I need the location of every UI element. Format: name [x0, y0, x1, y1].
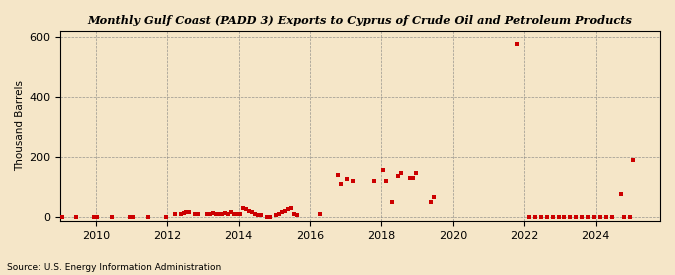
- Point: [381, 178, 392, 183]
- Point: [279, 208, 290, 213]
- Point: [128, 214, 138, 219]
- Point: [565, 214, 576, 219]
- Point: [240, 207, 251, 211]
- Point: [410, 171, 421, 175]
- Point: [252, 213, 263, 217]
- Point: [211, 212, 221, 216]
- Point: [244, 208, 254, 213]
- Point: [229, 211, 240, 216]
- Point: [529, 214, 540, 219]
- Point: [261, 214, 272, 219]
- Point: [193, 211, 204, 216]
- Point: [286, 205, 296, 210]
- Point: [577, 214, 588, 219]
- Point: [616, 192, 626, 196]
- Point: [282, 207, 293, 211]
- Point: [342, 177, 352, 181]
- Point: [220, 211, 231, 215]
- Point: [232, 211, 242, 216]
- Point: [217, 211, 227, 216]
- Point: [547, 214, 558, 219]
- Point: [589, 214, 599, 219]
- Point: [553, 214, 564, 219]
- Point: [246, 210, 257, 214]
- Point: [396, 171, 406, 175]
- Point: [202, 211, 213, 216]
- Point: [125, 214, 136, 219]
- Point: [256, 213, 267, 217]
- Point: [369, 178, 379, 183]
- Point: [512, 42, 522, 47]
- Point: [235, 211, 246, 216]
- Point: [571, 214, 582, 219]
- Point: [273, 211, 284, 216]
- Point: [250, 212, 261, 216]
- Point: [205, 211, 216, 216]
- Point: [271, 213, 281, 217]
- Point: [392, 174, 403, 178]
- Point: [223, 211, 234, 216]
- Point: [523, 214, 534, 219]
- Point: [315, 211, 326, 216]
- Point: [425, 199, 436, 204]
- Point: [404, 175, 415, 180]
- Point: [89, 214, 100, 219]
- Point: [559, 214, 570, 219]
- Point: [107, 214, 117, 219]
- Point: [407, 175, 418, 180]
- Point: [175, 211, 186, 216]
- Point: [583, 214, 594, 219]
- Point: [428, 195, 439, 199]
- Point: [601, 214, 612, 219]
- Point: [541, 214, 552, 219]
- Point: [336, 182, 347, 186]
- Point: [387, 199, 398, 204]
- Point: [276, 210, 287, 214]
- Point: [190, 211, 201, 216]
- Point: [607, 214, 618, 219]
- Point: [535, 214, 546, 219]
- Point: [56, 214, 67, 219]
- Point: [169, 211, 180, 216]
- Point: [181, 210, 192, 214]
- Point: [178, 211, 189, 215]
- Point: [624, 214, 635, 219]
- Point: [265, 214, 275, 219]
- Point: [348, 178, 358, 183]
- Point: [377, 168, 388, 172]
- Point: [208, 211, 219, 215]
- Point: [214, 211, 225, 216]
- Title: Monthly Gulf Coast (PADD 3) Exports to Cyprus of Crude Oil and Petroleum Product: Monthly Gulf Coast (PADD 3) Exports to C…: [88, 15, 632, 26]
- Text: Source: U.S. Energy Information Administration: Source: U.S. Energy Information Administ…: [7, 263, 221, 272]
- Point: [92, 214, 103, 219]
- Point: [618, 214, 629, 219]
- Y-axis label: Thousand Barrels: Thousand Barrels: [15, 81, 25, 172]
- Point: [160, 214, 171, 219]
- Point: [595, 214, 605, 219]
- Point: [142, 214, 153, 219]
- Point: [291, 213, 302, 217]
- Point: [184, 210, 195, 214]
- Point: [71, 214, 82, 219]
- Point: [225, 210, 236, 214]
- Point: [238, 205, 248, 210]
- Point: [288, 211, 299, 216]
- Point: [333, 172, 344, 177]
- Point: [628, 158, 639, 162]
